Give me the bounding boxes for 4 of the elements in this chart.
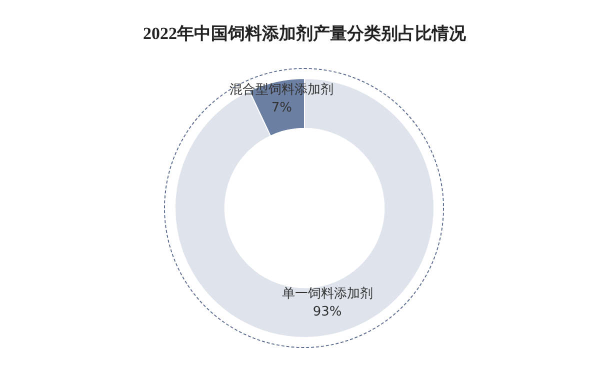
chart-title: 2022年中国饲料添加剂产量分类别占比情况	[142, 23, 467, 45]
data-label: 7%	[271, 100, 292, 116]
slice-label: 单一饲料添加剂	[282, 285, 373, 302]
data-label: 93%	[312, 304, 342, 320]
